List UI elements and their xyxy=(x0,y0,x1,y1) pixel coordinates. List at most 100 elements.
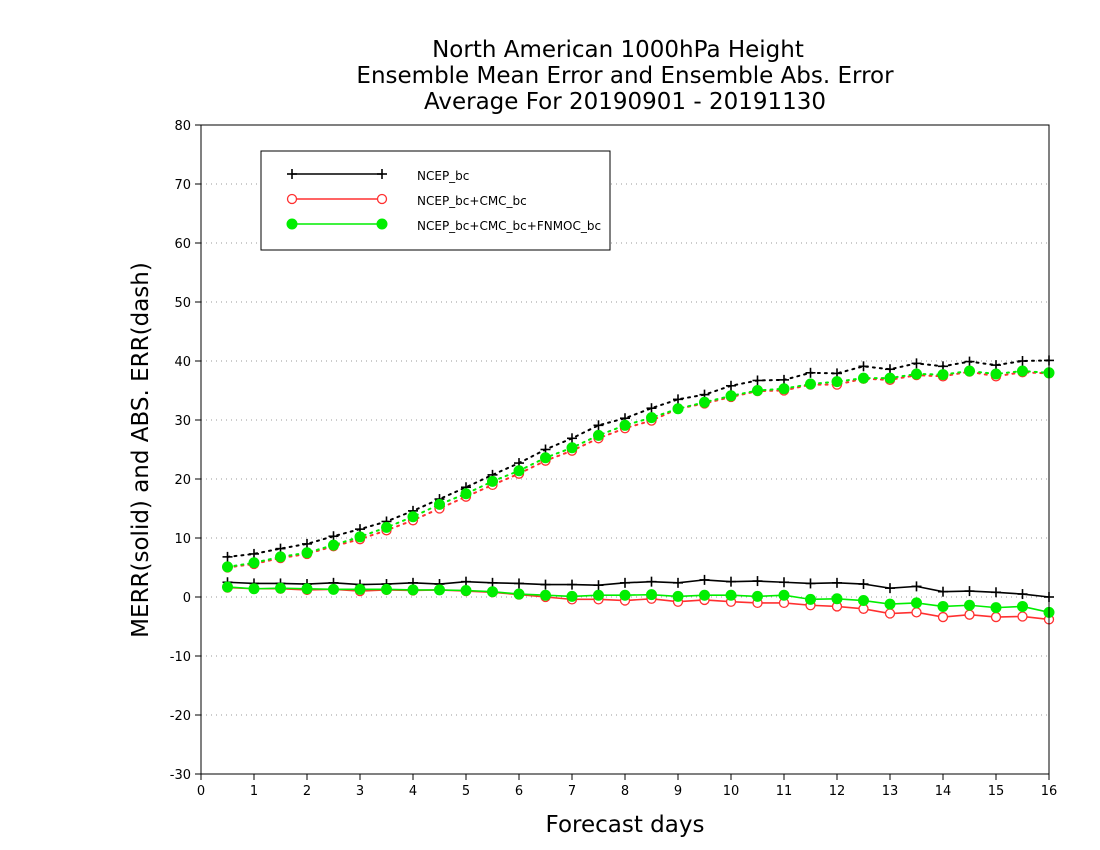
data-point-filled-circle xyxy=(699,396,710,408)
data-point-plus xyxy=(726,380,736,391)
chart-title-line-2: Ensemble Mean Error and Ensemble Abs. Er… xyxy=(356,63,894,89)
data-point-filled-circle xyxy=(354,583,366,595)
abs-err-line xyxy=(226,359,1050,558)
x-tick-label: 11 xyxy=(776,784,793,799)
data-point-plus xyxy=(593,580,604,591)
data-point-plus xyxy=(964,356,975,367)
data-point-open-circle xyxy=(990,611,1002,623)
data-point-filled-circle xyxy=(778,383,790,395)
data-point-filled-circle xyxy=(593,589,604,601)
data-point-plus xyxy=(726,576,736,587)
data-point-open-circle xyxy=(1017,611,1028,622)
data-point-filled-circle xyxy=(964,365,975,377)
y-tick-label: 0 xyxy=(183,591,191,606)
data-point-plus xyxy=(964,586,975,597)
series-1 xyxy=(222,355,1054,602)
data-point-plus xyxy=(752,375,763,386)
data-point-filled-circle xyxy=(725,589,737,601)
data-point-filled-circle xyxy=(275,551,286,563)
data-point-filled-circle xyxy=(699,589,710,601)
data-point-filled-circle xyxy=(513,588,525,600)
data-point-plus xyxy=(646,576,657,587)
data-point-filled-circle xyxy=(937,600,949,612)
data-point-plus xyxy=(885,364,895,375)
x-tick-label: 1 xyxy=(250,784,258,799)
data-point-plus xyxy=(287,169,297,179)
data-point-filled-circle xyxy=(964,599,975,611)
y-tick-label: 40 xyxy=(174,355,191,370)
data-point-plus xyxy=(593,420,604,431)
data-point-plus xyxy=(858,361,869,372)
data-point-filled-circle xyxy=(540,452,551,464)
data-point-plus xyxy=(779,577,789,588)
data-point-plus xyxy=(487,577,498,588)
data-point-filled-circle xyxy=(778,589,790,601)
data-point-open-circle xyxy=(911,607,922,618)
data-point-filled-circle xyxy=(672,590,684,602)
y-tick-label: -30 xyxy=(170,768,191,783)
data-point-filled-circle xyxy=(460,585,472,597)
data-point-filled-circle xyxy=(1017,600,1028,612)
data-point-filled-circle xyxy=(646,412,657,424)
data-point-filled-circle xyxy=(884,372,896,384)
y-tick-label: 70 xyxy=(174,178,191,193)
data-point-filled-circle xyxy=(275,582,286,594)
data-point-plus xyxy=(328,531,339,542)
data-point-filled-circle xyxy=(752,385,763,396)
data-point-plus xyxy=(377,169,387,179)
chart-title-line-3: Average For 20190901 - 20191130 xyxy=(424,89,826,115)
data-point-filled-circle xyxy=(593,429,604,441)
x-axis-label: Forecast days xyxy=(546,812,705,838)
y-tick-label: 60 xyxy=(174,237,191,252)
data-point-plus xyxy=(885,583,895,594)
x-tick-label: 2 xyxy=(303,784,311,799)
data-point-filled-circle xyxy=(672,403,684,415)
x-tick-label: 6 xyxy=(515,784,523,799)
data-point-filled-circle xyxy=(990,602,1002,614)
y-tick-label: -20 xyxy=(170,709,191,724)
data-point-filled-circle xyxy=(354,531,366,543)
data-point-plus xyxy=(673,394,683,405)
data-point-plus xyxy=(567,579,577,590)
y-axis-label: MERR(solid) and ABS. ERR(dash) xyxy=(128,262,154,638)
data-point-filled-circle xyxy=(911,368,922,380)
legend-label-ncep-bc: NCEP_bc xyxy=(417,169,469,183)
x-tick-label: 7 xyxy=(568,784,576,799)
abs-err-line xyxy=(226,370,1050,569)
data-point-plus xyxy=(991,360,1001,371)
series-3 xyxy=(222,365,1055,618)
data-point-plus xyxy=(752,576,763,587)
y-tick-label: 50 xyxy=(174,296,191,311)
data-point-filled-circle xyxy=(858,595,869,607)
data-point-open-circle xyxy=(884,608,896,619)
data-point-plus xyxy=(938,586,948,597)
y-tick-label: 30 xyxy=(174,414,191,429)
data-point-filled-circle xyxy=(381,521,392,533)
data-point-plus xyxy=(911,581,922,592)
data-point-plus xyxy=(1017,589,1028,600)
data-point-plus xyxy=(673,577,683,588)
x-tick-label: 14 xyxy=(935,784,952,799)
series-2 xyxy=(222,366,1055,625)
plot-area xyxy=(222,355,1055,625)
data-point-filled-circle xyxy=(566,442,578,454)
x-tick-label: 13 xyxy=(882,784,899,799)
data-point-plus xyxy=(222,551,233,562)
data-point-plus xyxy=(991,587,1001,598)
chart-title-line-1: North American 1000hPa Height xyxy=(432,37,804,63)
x-tick-label: 5 xyxy=(462,784,470,799)
data-point-filled-circle xyxy=(911,597,922,609)
data-point-filled-circle xyxy=(301,583,313,595)
data-point-plus xyxy=(514,578,524,589)
data-point-open-circle xyxy=(376,193,388,205)
y-tick-label: 10 xyxy=(174,532,191,547)
data-point-filled-circle xyxy=(990,368,1002,380)
data-point-filled-circle xyxy=(301,547,313,559)
x-tick-label: 4 xyxy=(409,784,417,799)
y-tick-label: 80 xyxy=(174,119,191,134)
data-point-plus xyxy=(858,579,869,590)
data-point-filled-circle xyxy=(286,218,298,230)
data-point-plus xyxy=(249,548,259,559)
